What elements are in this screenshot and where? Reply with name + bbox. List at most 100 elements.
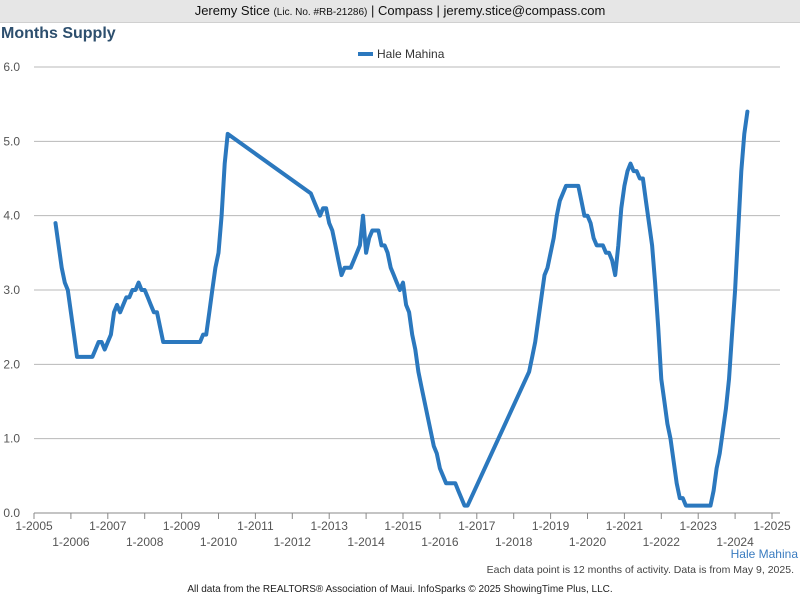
data-point [610, 258, 614, 262]
data-point [312, 199, 316, 203]
data-point [389, 266, 393, 270]
x-tick-label: 1-2020 [569, 535, 607, 549]
data-point [127, 295, 131, 299]
data-point [745, 110, 749, 114]
data-point [407, 310, 411, 314]
data-point [100, 340, 104, 344]
data-point [552, 236, 556, 240]
x-tick-label: 1-2006 [52, 535, 90, 549]
data-point [78, 355, 82, 359]
data-point [650, 243, 654, 247]
data-point [555, 214, 559, 218]
data-point [653, 281, 657, 285]
x-tick-label: 1-2025 [753, 519, 791, 533]
y-tick-label: 0.0 [3, 506, 20, 520]
data-point [413, 348, 417, 352]
data-point [423, 400, 427, 404]
x-tick-label: 1-2019 [532, 519, 570, 533]
agent-name: Jeremy Stice [194, 3, 270, 18]
x-tick-label: 1-2017 [458, 519, 496, 533]
data-point [392, 273, 396, 277]
legend-label: Hale Mahina [377, 47, 445, 61]
data-point [361, 214, 365, 218]
data-point [665, 422, 669, 426]
data-point [419, 385, 423, 389]
data-point [94, 348, 98, 352]
data-point [607, 251, 611, 255]
series-line-hale-mahina [53, 109, 750, 508]
data-point [549, 251, 553, 255]
data-point [103, 348, 107, 352]
data-point [432, 444, 436, 448]
x-tick-label: 1-2011 [237, 519, 274, 533]
x-tick-label: 1-2021 [606, 519, 644, 533]
data-point [327, 221, 331, 225]
data-point [112, 310, 116, 314]
data-point [416, 370, 420, 374]
x-tick-label: 1-2008 [126, 535, 164, 549]
data-point [622, 184, 626, 188]
data-point [435, 452, 439, 456]
data-point [712, 489, 716, 493]
data-point [315, 206, 319, 210]
data-point [456, 489, 460, 493]
data-point [352, 258, 356, 262]
data-point [137, 281, 141, 285]
data-point [333, 243, 337, 247]
data-point [217, 251, 221, 255]
data-point [721, 429, 725, 433]
data-point [601, 243, 605, 247]
data-point [324, 206, 328, 210]
y-tick-label: 5.0 [3, 134, 20, 148]
data-point [72, 333, 76, 337]
data-point [90, 355, 94, 359]
data-point [736, 229, 740, 233]
data-point [530, 355, 534, 359]
data-point [724, 407, 728, 411]
data-point [69, 310, 73, 314]
data-point [669, 437, 673, 441]
data-point [561, 191, 565, 195]
x-tick-label: 1-2018 [495, 535, 533, 549]
data-point [355, 251, 359, 255]
data-point [441, 474, 445, 478]
data-point [336, 258, 340, 262]
data-point [386, 251, 390, 255]
data-point [459, 496, 463, 500]
data-point [586, 214, 590, 218]
data-point [109, 333, 113, 337]
data-point [213, 266, 217, 270]
data-point [318, 214, 322, 218]
agent-company-email: | Compass | jeremy.stice@compass.com [371, 3, 606, 18]
x-tick-label: 1-2022 [643, 535, 681, 549]
data-point [134, 288, 138, 292]
data-point [619, 206, 623, 210]
data-point [739, 169, 743, 173]
x-tick-label: 1-2007 [89, 519, 127, 533]
data-point [376, 229, 380, 233]
data-point [121, 303, 125, 307]
data-point [429, 429, 433, 433]
data-point [579, 199, 583, 203]
data-point [656, 325, 660, 329]
y-tick-label: 2.0 [3, 357, 20, 371]
data-point [161, 340, 165, 344]
data-point [675, 481, 679, 485]
data-point [146, 295, 150, 299]
data-point [57, 243, 61, 247]
data-point [647, 221, 651, 225]
x-tick-label: 1-2014 [347, 535, 385, 549]
data-point [170, 340, 174, 344]
data-point [358, 243, 362, 247]
data-point [539, 295, 543, 299]
data-point [641, 177, 645, 181]
data-point [733, 288, 737, 292]
data-point [659, 377, 663, 381]
data-point [709, 504, 713, 508]
data-point [401, 281, 405, 285]
data-point [681, 496, 685, 500]
data-point [367, 236, 371, 240]
x-tick-label: 1-2005 [15, 519, 53, 533]
data-point [143, 288, 147, 292]
